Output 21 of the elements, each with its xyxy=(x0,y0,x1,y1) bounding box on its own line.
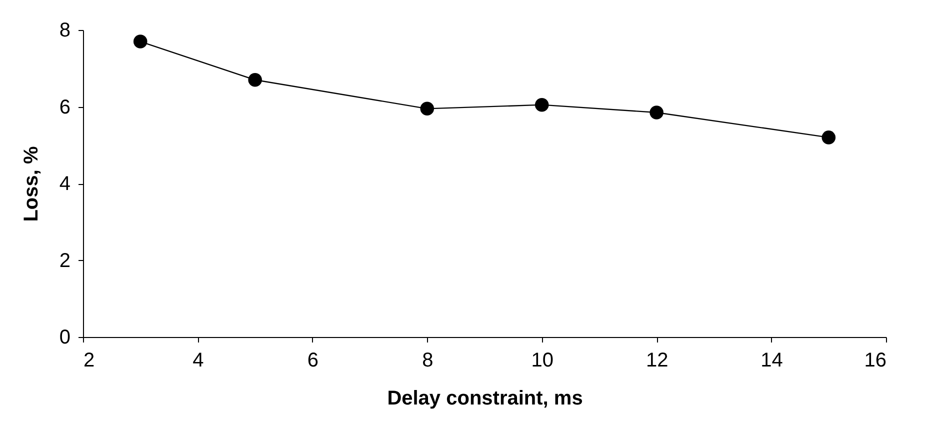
x-tick-label: 6 xyxy=(307,350,318,372)
x-tick-label: 8 xyxy=(422,350,434,372)
x-tick-label: 16 xyxy=(864,350,886,372)
y-axis-title: Loss, % xyxy=(20,146,42,222)
y-tick-label: 0 xyxy=(59,326,70,348)
y-tick-label: 8 xyxy=(59,20,70,42)
x-tick-label: 2 xyxy=(84,350,95,372)
x-tick-label: 14 xyxy=(760,350,783,372)
point xyxy=(534,98,549,112)
y-tick-label: 4 xyxy=(59,173,70,195)
point xyxy=(822,130,836,144)
point xyxy=(650,106,664,120)
x-tick-label: 4 xyxy=(192,350,204,372)
x-axis-title: Delay constraint, ms xyxy=(387,388,583,410)
y-tick-label: 2 xyxy=(59,250,70,272)
point xyxy=(420,102,434,116)
point xyxy=(133,34,148,48)
point xyxy=(248,73,262,87)
x-tick-label: 12 xyxy=(646,350,668,372)
x-tick-label: 10 xyxy=(531,350,554,372)
y-tick-label: 6 xyxy=(59,96,70,118)
